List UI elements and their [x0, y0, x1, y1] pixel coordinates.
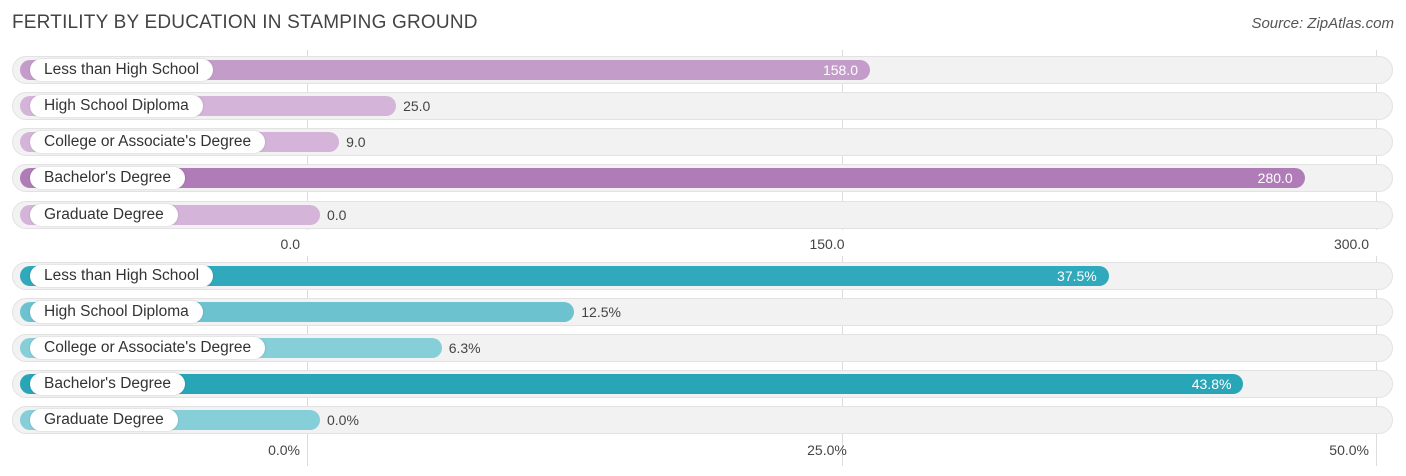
category-label: Less than High School [30, 59, 214, 81]
axis-tick-label: 50.0% [1329, 442, 1369, 458]
value-label: 6.3% [448, 340, 481, 356]
axis-tick-label: 150.0 [809, 236, 845, 252]
value-label: 158.0 [822, 62, 858, 78]
bar [20, 168, 1305, 188]
value-label: 43.8% [1191, 376, 1232, 392]
category-label: High School Diploma [30, 95, 203, 117]
category-label: Bachelor's Degree [30, 167, 186, 189]
source-label: Source: ZipAtlas.com [1251, 15, 1394, 32]
value-label: 280.0 [1257, 170, 1293, 186]
category-label: Graduate Degree [30, 409, 178, 431]
bar [20, 60, 870, 80]
value-label: 37.5% [1057, 268, 1097, 284]
category-label: Graduate Degree [30, 204, 178, 226]
category-label: College or Associate's Degree [30, 337, 266, 359]
category-label: Bachelor's Degree [30, 373, 186, 395]
value-label: 9.0 [346, 134, 366, 150]
axis-tick-label: 300.0 [1333, 236, 1369, 252]
value-label: 0.0 [327, 207, 347, 223]
value-label: 25.0 [403, 98, 431, 114]
value-label: 0.0% [327, 412, 359, 428]
axis-tick-label: 0.0% [268, 442, 300, 458]
chart-title: FERTILITY BY EDUCATION IN STAMPING GROUN… [12, 12, 478, 33]
category-label: College or Associate's Degree [30, 131, 266, 153]
value-label: 12.5% [581, 304, 621, 320]
bar [20, 374, 1244, 394]
bar [20, 266, 1109, 286]
category-label: Less than High School [30, 265, 214, 287]
axis-tick-label: 25.0% [807, 442, 847, 458]
category-label: High School Diploma [30, 301, 203, 323]
axis-tick-label: 0.0 [280, 236, 300, 252]
